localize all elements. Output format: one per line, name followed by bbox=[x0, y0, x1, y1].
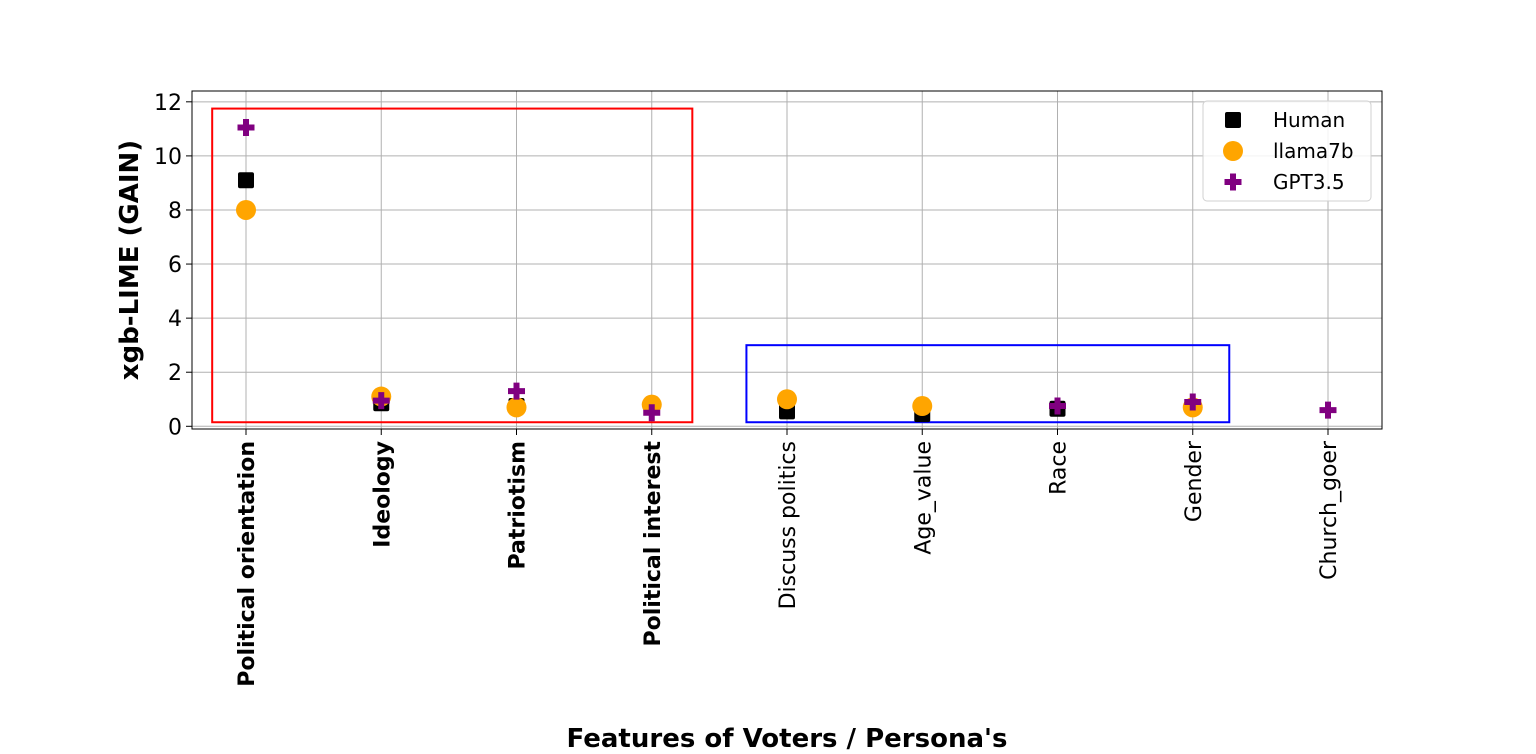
highlight-boxes bbox=[211, 107, 1231, 424]
legend: Human llama7b GPT3.5 bbox=[1202, 100, 1372, 202]
legend-label: Human bbox=[1273, 108, 1345, 132]
y-axis-ticks: 0 2 4 6 8 10 12 bbox=[154, 91, 192, 440]
legend-label: GPT3.5 bbox=[1273, 170, 1345, 194]
data-point-gpt3-5 bbox=[372, 392, 390, 410]
x-axis-ticks: Political orientation Ideology Patriotism P… bbox=[235, 429, 1342, 687]
y-tick-label: 0 bbox=[168, 415, 182, 440]
data-points bbox=[236, 119, 1337, 423]
x-tick-label: Gender bbox=[1182, 440, 1207, 522]
data-point-gpt3-5 bbox=[1049, 397, 1066, 415]
y-tick-label: 8 bbox=[168, 199, 182, 224]
legend-marker bbox=[1225, 112, 1241, 128]
y-tick-label: 6 bbox=[168, 253, 182, 278]
legend-marker bbox=[1223, 141, 1243, 161]
highlight-box bbox=[211, 107, 694, 424]
data-point-gpt3-5 bbox=[237, 119, 255, 137]
grid-lines bbox=[192, 91, 1382, 429]
data-point-gpt3-5 bbox=[643, 404, 661, 422]
data-point-llama7b bbox=[506, 397, 527, 418]
x-tick-label: Race bbox=[1047, 441, 1072, 495]
y-tick-label: 4 bbox=[168, 307, 182, 332]
data-point-llama7b bbox=[912, 396, 933, 417]
x-tick-label: Discuss politics bbox=[776, 441, 801, 609]
legend-marker bbox=[1224, 173, 1242, 191]
x-tick-label: Age_value bbox=[911, 441, 936, 555]
x-tick-label: Church_goer bbox=[1317, 440, 1342, 580]
y-tick-label: 12 bbox=[154, 91, 182, 116]
legend-label: llama7b bbox=[1273, 139, 1354, 163]
x-tick-label: Patriotism bbox=[506, 441, 531, 569]
data-point-gpt3-5 bbox=[1184, 393, 1202, 411]
x-tick-label: Ideology bbox=[370, 441, 395, 548]
data-point-gpt3-5 bbox=[1319, 401, 1337, 419]
x-axis-label: Features of Voters / Persona's bbox=[567, 724, 1008, 754]
data-point-llama7b bbox=[236, 199, 256, 220]
highlight-box bbox=[745, 344, 1231, 424]
x-tick-label: Political interest bbox=[641, 441, 666, 647]
y-axis-label: xgb-LIME (GAIN) bbox=[115, 140, 145, 380]
legend-box bbox=[1202, 100, 1372, 202]
data-point-llama7b bbox=[777, 389, 797, 410]
data-point-gpt3-5 bbox=[508, 382, 525, 400]
data-point-human bbox=[238, 172, 254, 189]
y-tick-label: 2 bbox=[168, 361, 182, 386]
y-tick-label: 10 bbox=[154, 145, 182, 170]
x-tick-label: Political orientation bbox=[235, 441, 260, 687]
